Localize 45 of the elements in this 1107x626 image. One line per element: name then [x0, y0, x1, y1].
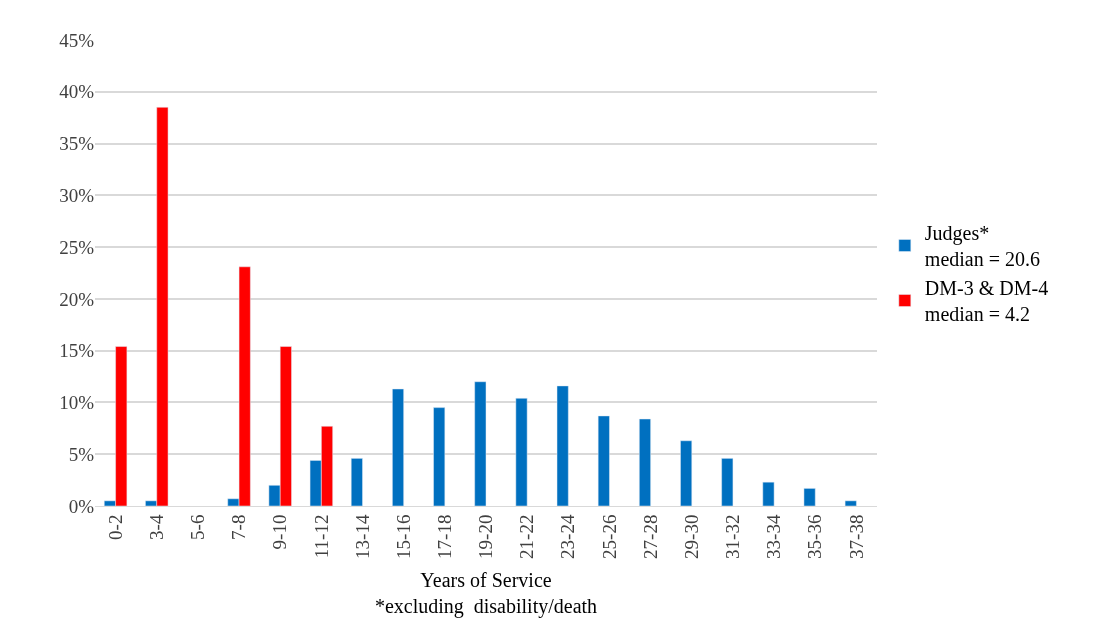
x-tick-label: 37-38 — [845, 514, 867, 559]
x-tick-label: 9-10 — [269, 514, 291, 550]
y-tick-label: 15% — [59, 340, 95, 362]
legend-label: Judges* median = 20.6 — [924, 222, 1040, 271]
x-tick-label: 33-34 — [763, 514, 785, 559]
x-tick-label: 17-18 — [434, 514, 456, 559]
bar — [392, 388, 404, 506]
bar — [721, 458, 734, 506]
x-tick-label: 35-36 — [804, 514, 826, 559]
x-tick-label: 21-22 — [516, 514, 538, 559]
x-axis-title: Years of Service *excluding disability/death — [374, 569, 598, 619]
x-tick-label: 15-16 — [392, 514, 414, 559]
x-tick-label: 25-26 — [598, 514, 620, 559]
bar — [556, 385, 569, 506]
x-tick-label: 19-20 — [475, 514, 497, 559]
x-tick-label: 29-30 — [680, 514, 702, 559]
y-tick-label: 45% — [59, 29, 95, 51]
x-tick-label: 13-14 — [351, 514, 373, 559]
bar — [680, 440, 693, 506]
x-tick-label: 23-24 — [557, 514, 579, 559]
x-tick-label: 3-4 — [145, 514, 167, 540]
bar — [639, 418, 651, 506]
bar — [515, 398, 528, 506]
bar — [474, 381, 487, 506]
y-tick-label: 35% — [59, 133, 95, 155]
bar — [803, 488, 816, 506]
y-tick-label: 0% — [68, 495, 95, 517]
x-tick-label: 11-12 — [310, 514, 332, 559]
bar — [844, 500, 857, 506]
y-tick-label: 20% — [59, 288, 95, 310]
bar — [762, 481, 775, 506]
x-tick-label: 7-8 — [228, 514, 250, 540]
legend-label: DM-3 & DM-4 median = 4.2 — [924, 277, 1049, 326]
y-tick-label: 10% — [59, 392, 95, 414]
x-tick-label: 27-28 — [639, 514, 661, 559]
x-tick-label: 31-32 — [722, 514, 744, 559]
x-tick-label: 0-2 — [104, 514, 126, 540]
bar — [433, 407, 446, 506]
y-tick-label: 25% — [59, 236, 95, 258]
bar — [597, 415, 610, 506]
bar — [350, 458, 363, 506]
x-tick-label: 5-6 — [187, 514, 209, 540]
y-tick-label: 30% — [59, 184, 95, 206]
y-tick-label: 40% — [59, 81, 95, 103]
y-tick-label: 5% — [68, 443, 95, 465]
